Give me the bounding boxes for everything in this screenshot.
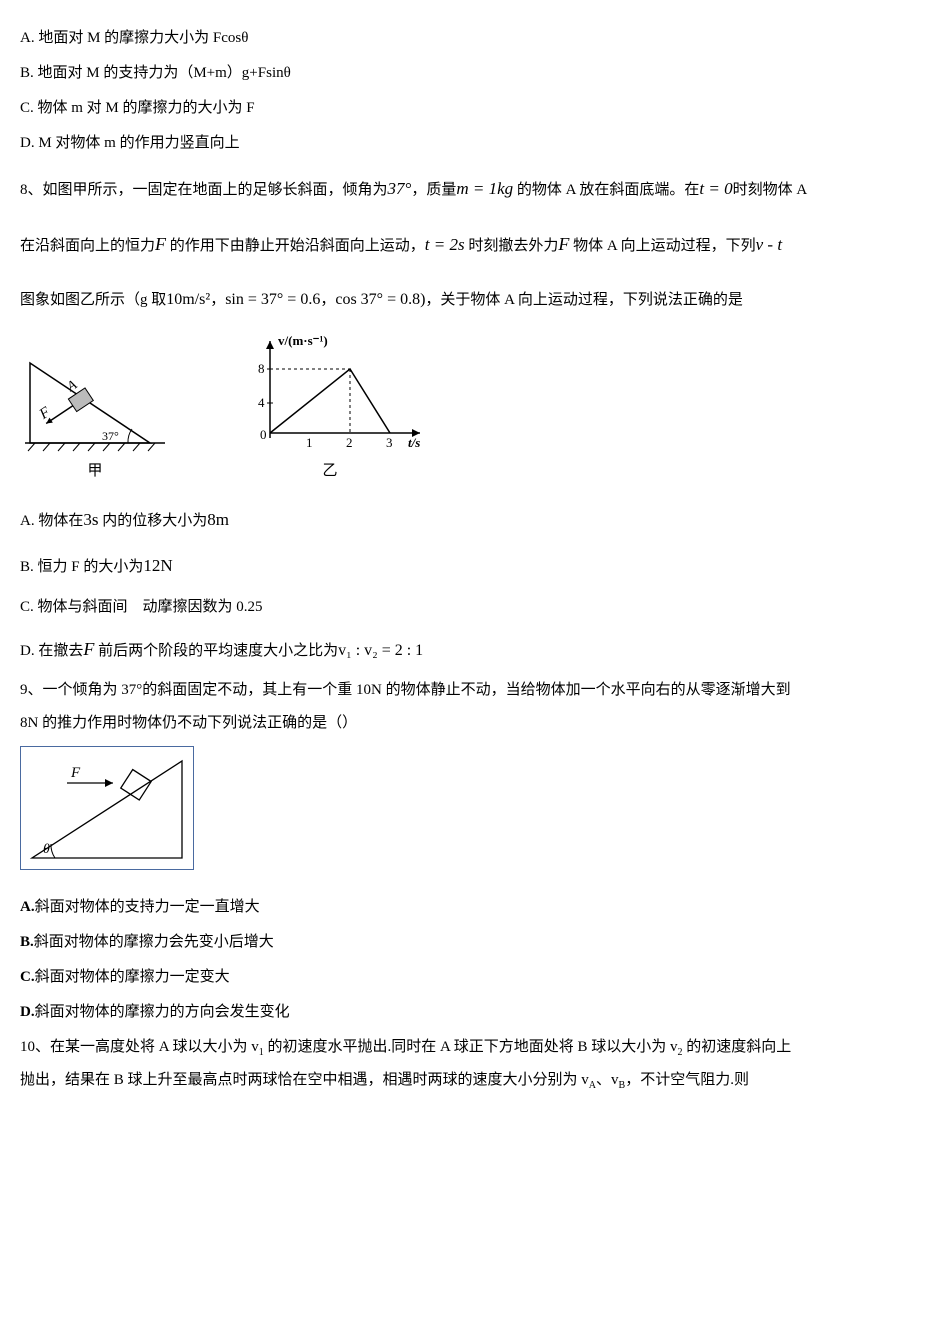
ytick1: 4 [258, 395, 265, 410]
q9-F-label: F [70, 765, 81, 781]
q8-opt-a-b: 内的位移大小为 [98, 513, 207, 529]
q8-stem-line1: 8、如图甲所示，一固定在地面上的足够长斜面，倾角为37°，质量m = 1kg 的… [20, 162, 930, 216]
q8-opt-a-a: A. 物体在 [20, 513, 83, 529]
q8-sin: sin = 37° = 0.6 [225, 291, 320, 308]
q9-opt-b-vis: 斜面对物体的摩擦力会先变小后增大 [34, 934, 274, 950]
q9-opt-d: D.斜面对物体的摩擦力的方向会发生变化 [20, 996, 930, 1029]
q9-opt-d-vis: 斜面对物体的摩擦力的方向会发生变化 [35, 1004, 290, 1020]
q8-opt-b: B. 恒力 F 的大小为12N [20, 544, 930, 588]
q8-opt-d-ratio: v₁ : v₂ = 2 : 1 [338, 642, 423, 659]
xlabel: t/s [408, 435, 420, 450]
q7-opt-b: B. 地面对 M 的支持力为（M+m）g+Fsinθ [20, 57, 930, 90]
q7-opt-d: D. M 对物体 m 的作用力竖直向上 [20, 127, 930, 160]
q8-cos: cos 37° = 0.8) [335, 291, 425, 308]
q8-opt-c-text: C. 物体与斜面间 动摩擦因数为 0.25 [20, 599, 263, 615]
q8-opt-d-b: 前后两个阶段的平均速度大小之比为 [94, 643, 338, 659]
q8-l1-b: ，质量 [411, 182, 456, 198]
q9-opt-c-vis: 斜面对物体的摩擦力一定变大 [35, 969, 230, 985]
q8-F2: F [558, 234, 569, 254]
xtick1: 1 [306, 435, 313, 450]
q8-opt-d-F: F [83, 639, 94, 659]
q8-g: 10m/s² [166, 291, 210, 308]
q8-fig-yi: v/(m·s⁻¹) t/s 0 1 2 3 4 8 乙 [230, 333, 430, 488]
q9-incline-icon: θ F [27, 753, 187, 863]
q7-opt-c: C. 物体 m 对 M 的摩擦力的大小为 F [20, 92, 930, 125]
q8-l3-c: ， [320, 292, 335, 308]
q10-stem-line2: 抛出，结果在 B 球上升至最高点时两球恰在空中相遇，相遇时两球的速度大小分别为 … [20, 1064, 930, 1097]
q7-opt-d-text: D. M 对物体 m 的作用力竖直向上 [20, 135, 240, 151]
q7-opt-a: A. 地面对 M 的摩擦力大小为 Fcosθ [20, 22, 930, 55]
q8-l1-a: 8、如图甲所示，一固定在地面上的足够长斜面，倾角为 [20, 182, 388, 198]
q9-opt-a: A.A.斜面对物体的支持力一定一直增大斜面对物体的支持力一定一直增大 [20, 891, 930, 924]
vt-graph-icon: v/(m·s⁻¹) t/s 0 1 2 3 4 8 [230, 333, 430, 453]
q8-opt-a-3s: 3s [83, 510, 98, 529]
q8-mass: m = 1kg [456, 179, 513, 198]
fig-yi-caption: 乙 [322, 455, 337, 488]
q9-stem-line1: 9、一个倾角为 37°的斜面固定不动，其上有一个重 10N 的物体静止不动，当给… [20, 674, 930, 707]
q8-l1-d: 时刻物体 A [733, 182, 808, 198]
q7-opt-c-text: C. 物体 m 对 M 的摩擦力的大小为 F [20, 100, 255, 116]
q8-t0: t = 0 [699, 179, 732, 198]
ytick2: 8 [258, 361, 265, 376]
q8-l2-a: 在沿斜面向上的恒力 [20, 238, 155, 254]
q8-l3-a: 图象如图乙所示（g 取 [20, 292, 166, 308]
q8-t2: t = 2s [425, 235, 465, 254]
svg-text:0: 0 [260, 427, 267, 442]
q9-opt-a-vis: 斜面对物体的支持力一定一直增大 [35, 899, 260, 915]
q8-fig-jia: 37° A F 甲 [20, 343, 170, 488]
q10-stem-line1: 10、在某一高度处将 A 球以大小为 v1 的初速度水平抛出.同时在 A 球正下… [20, 1031, 930, 1064]
q8-l2-d: 物体 A 向上运动过程，下列 [569, 238, 755, 254]
xtick3: 3 [386, 435, 393, 450]
q8-opt-d: D. 在撤去F 前后两个阶段的平均速度大小之比为v₁ : v₂ = 2 : 1 [20, 626, 930, 673]
q8-l3-b: ， [210, 292, 225, 308]
q7-opt-b-text: B. 地面对 M 的支持力为（M+m）g+Fsinθ [20, 65, 291, 81]
q8-stem-line3: 图象如图乙所示（g 取10m/s²，sin = 37° = 0.6，cos 37… [20, 274, 930, 325]
q8-l1-c: 的物体 A 放在斜面底端。在 [513, 182, 699, 198]
q8-opt-b-val: 12N [143, 556, 172, 575]
q8-figure-row: 37° A F 甲 v/(m·s⁻¹) t/s 0 1 2 [20, 333, 930, 488]
fig-jia-caption: 甲 [87, 455, 102, 488]
q8-opt-a: A. 物体在3s 内的位移大小为8m [20, 498, 930, 542]
q8-vt: v - t [756, 235, 782, 254]
q8-l2-b: 的作用下由静止开始沿斜面向上运动， [166, 238, 425, 254]
q9-opt-c: C.斜面对物体的摩擦力一定变大 [20, 961, 930, 994]
q8-opt-c: C. 物体与斜面间 动摩擦因数为 0.25 [20, 591, 930, 624]
angle-37-label: 37° [102, 429, 119, 443]
ylabel: v/(m·s⁻¹) [278, 333, 328, 348]
q8-l2-c: 时刻撤去外力 [465, 238, 559, 254]
q9-stem2: 8N 的推力作用时物体仍不动下列说法正确的是（） [20, 715, 357, 731]
q9-figure-box: θ F [20, 746, 194, 870]
q9-stem-line2: 8N 的推力作用时物体仍不动下列说法正确的是（） [20, 707, 930, 740]
q8-opt-b-a: B. 恒力 F 的大小为 [20, 559, 143, 575]
q8-opt-a-8m: 8m [207, 510, 229, 529]
q8-stem-line2: 在沿斜面向上的恒力F 的作用下由静止开始沿斜面向上运动，t = 2s 时刻撤去外… [20, 216, 930, 274]
incline-diagram-icon: 37° A F [20, 343, 170, 453]
q8-angle: 37° [388, 179, 412, 198]
q9-stem1: 9、一个倾角为 37°的斜面固定不动，其上有一个重 10N 的物体静止不动，当给… [20, 682, 791, 698]
q7-opt-a-text: A. 地面对 M 的摩擦力大小为 Fcosθ [20, 30, 248, 46]
q8-F: F [155, 234, 166, 254]
xtick2: 2 [346, 435, 353, 450]
q9-opt-b: B.斜面对物体的摩擦力会先变小后增大 [20, 926, 930, 959]
q9-angle-label: θ [43, 842, 50, 857]
q8-opt-d-a: D. 在撤去 [20, 643, 83, 659]
q8-l3-d: ，关于物体 A 向上运动过程，下列说法正确的是 [425, 292, 743, 308]
